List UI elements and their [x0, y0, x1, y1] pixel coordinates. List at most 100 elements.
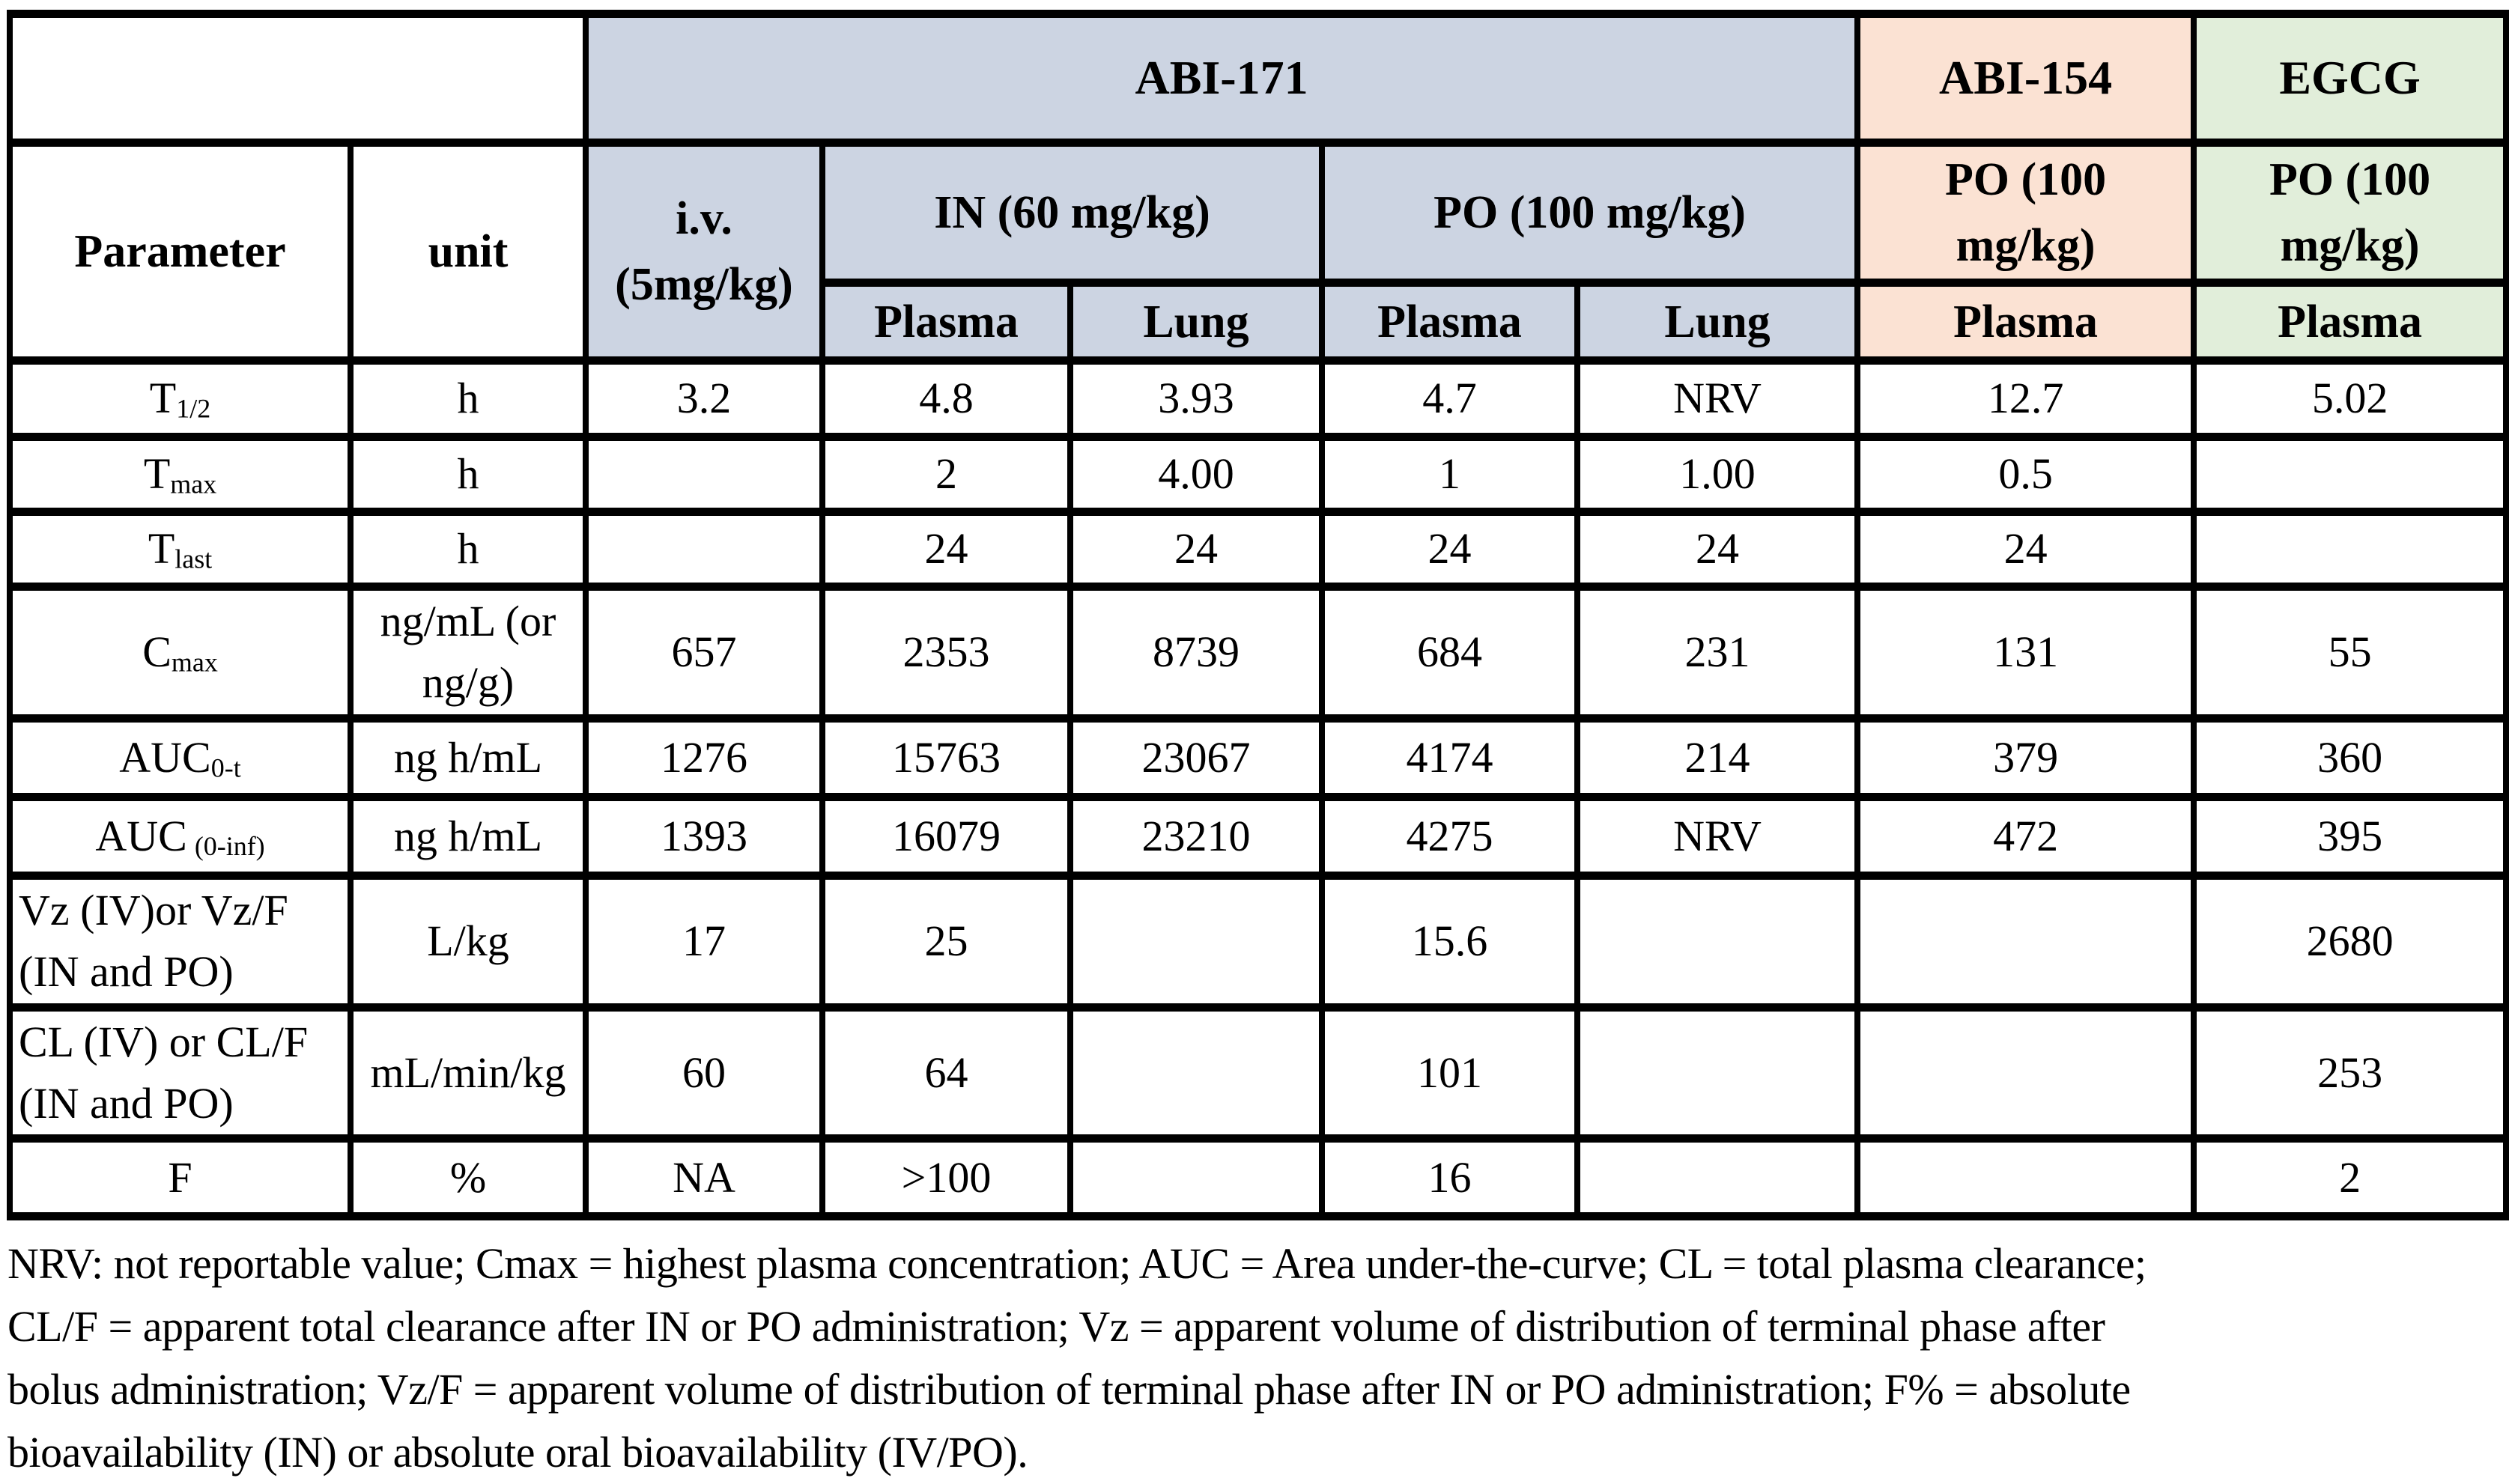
value-cell: 657 [583, 583, 825, 723]
value-cell: 24 [819, 508, 1073, 592]
parameter-cell: F [7, 1134, 354, 1221]
value-cell: 15763 [819, 714, 1073, 801]
value-cell: 1.00 [1574, 433, 1861, 517]
value-cell: 4275 [1319, 792, 1580, 880]
footnote: NRV: not reportable value; Cmax = highes… [7, 1232, 2502, 1484]
table-row: F% NA >100 16 2 [7, 1134, 2509, 1221]
table-row: Tmax h 2 4.00 1 1.00 0.5 [7, 433, 2509, 517]
value-cell: 24 [1319, 508, 1580, 592]
value-cell: 1393 [583, 792, 825, 880]
unit-line: % [449, 1152, 487, 1202]
parameter-cell: AUC (0-inf) [7, 792, 354, 880]
iv-dose-header: i.v. (5mg/kg) [583, 138, 825, 365]
parameter-base: AUC [95, 811, 187, 860]
value-cell: 5.02 [2191, 356, 2509, 442]
footnote-line: NRV: not reportable value; Cmax = highes… [7, 1239, 2147, 1289]
value-cell [1067, 1134, 1325, 1221]
unit-cell: L/kg [348, 871, 589, 1012]
value-cell: 15.6 [1319, 871, 1580, 1012]
parameter-base: T [149, 374, 177, 423]
value-cell [1854, 1134, 2197, 1221]
unit-line: ng h/mL [393, 811, 543, 860]
egcg-dose-line1: PO (100 [2269, 154, 2431, 205]
parameter-subscript: 1/2 [176, 393, 211, 424]
iv-dose-line1: i.v. [676, 193, 732, 244]
value-cell: >100 [819, 1134, 1073, 1221]
header-row-doses: Parameter unit i.v. (5mg/kg) IN (60 mg/k… [7, 138, 2509, 365]
egcg-plasma-header: Plasma [2191, 279, 2509, 365]
table-body: T1/2 h 3.2 4.8 3.93 4.7 NRV 12.7 5.02 Tmax h 2 4.00 1… [7, 356, 2509, 1221]
group-header-abi154: ABI-154 [1854, 10, 2197, 147]
value-cell [2191, 508, 2509, 592]
unit-cell: h [348, 433, 589, 517]
table-row: AUC (0-inf) ng h/mL 1393 16079 23210 4275 NRV 47… [7, 792, 2509, 880]
abi154-plasma-header: Plasma [1854, 279, 2197, 365]
parameter-line: (IN and PO) [19, 1078, 234, 1128]
unit-cell: h [348, 508, 589, 592]
unit-line: ng/mL (or [380, 597, 556, 646]
unit-column-header: unit [348, 138, 589, 365]
parameter-subscript: (0-inf) [194, 831, 265, 862]
value-cell: 2 [2191, 1134, 2509, 1221]
parameter-base: T [143, 449, 171, 499]
parameter-cell: AUC0-t [7, 714, 354, 801]
in-lung-header: Lung [1067, 279, 1325, 365]
in-plasma-header: Plasma [819, 279, 1073, 365]
value-cell: 2680 [2191, 871, 2509, 1012]
value-cell: 4.00 [1067, 433, 1325, 517]
unit-cell: ng h/mL [348, 714, 589, 801]
value-cell [2191, 433, 2509, 517]
value-cell: 4.8 [819, 356, 1073, 442]
table-header: ABI-171 ABI-154 EGCG Parameter unit i.v.… [7, 10, 2509, 365]
value-cell [1854, 1003, 2197, 1143]
unit-cell: % [348, 1134, 589, 1221]
parameter-cell: Cmax [7, 583, 354, 723]
value-cell: 131 [1854, 583, 2197, 723]
value-cell: 8739 [1067, 583, 1325, 723]
value-cell: 17 [583, 871, 825, 1012]
value-cell: 4.7 [1319, 356, 1580, 442]
value-cell: NA [583, 1134, 825, 1221]
table-row: T1/2 h 3.2 4.8 3.93 4.7 NRV 12.7 5.02 [7, 356, 2509, 442]
po-dose-header: PO (100 mg/kg) [1318, 138, 1861, 288]
parameter-cell: Tmax [7, 433, 354, 517]
parameter-line: Vz (IV)or Vz/F [19, 885, 288, 934]
footnote-line: CL/F = apparent total clearance after IN… [7, 1302, 2105, 1351]
table-row: CL (IV) or CL/F (IN and PO) mL/min/kg 60 64 1… [7, 1003, 2509, 1143]
parameter-line: CL (IV) or CL/F [19, 1017, 309, 1066]
value-cell [1067, 1003, 1325, 1143]
value-cell: 3.93 [1067, 356, 1325, 442]
value-cell: 55 [2191, 583, 2509, 723]
unit-line: h [457, 449, 479, 499]
value-cell: NRV [1574, 792, 1861, 880]
parameter-subscript: max [171, 647, 218, 678]
parameter-subscript: 0-t [210, 752, 241, 783]
value-cell: 253 [2191, 1003, 2509, 1143]
parameter-base: AUC [119, 732, 211, 782]
unit-line: h [457, 524, 479, 574]
unit-line: h [457, 374, 479, 423]
value-cell: 24 [1574, 508, 1861, 592]
po-lung-header: Lung [1574, 279, 1861, 365]
in-dose-header: IN (60 mg/kg) [819, 138, 1325, 288]
value-cell: 24 [1067, 508, 1325, 592]
parameter-cell: CL (IV) or CL/F (IN and PO) [7, 1003, 354, 1143]
table-row: Tlast h 24 24 24 24 24 [7, 508, 2509, 592]
unit-line: mL/min/kg [370, 1047, 566, 1097]
parameter-base: C [142, 627, 172, 677]
value-cell: 379 [1854, 714, 2197, 801]
value-cell: 231 [1574, 583, 1861, 723]
header-row-sites: Plasma Lung Plasma Lung Plasma Plasma [10, 279, 2509, 365]
unit-cell: ng h/mL [348, 792, 589, 880]
unit-cell: mL/min/kg [348, 1003, 589, 1143]
table-row: AUC0-t ng h/mL 1276 15763 23067 4174 214 379 360 [7, 714, 2509, 801]
parameter-subscript: last [175, 544, 213, 574]
parameter-cell: Tlast [7, 508, 354, 592]
parameter-base: T [148, 524, 175, 574]
table-row: Vz (IV)or Vz/F (IN and PO) L/kg 17 25 15.6 268… [7, 871, 2509, 1012]
value-cell: NRV [1574, 356, 1861, 442]
unit-cell: ng/mL (or ng/g) [348, 583, 589, 723]
po-plasma-header: Plasma [1319, 279, 1580, 365]
value-cell: 3.2 [583, 356, 825, 442]
